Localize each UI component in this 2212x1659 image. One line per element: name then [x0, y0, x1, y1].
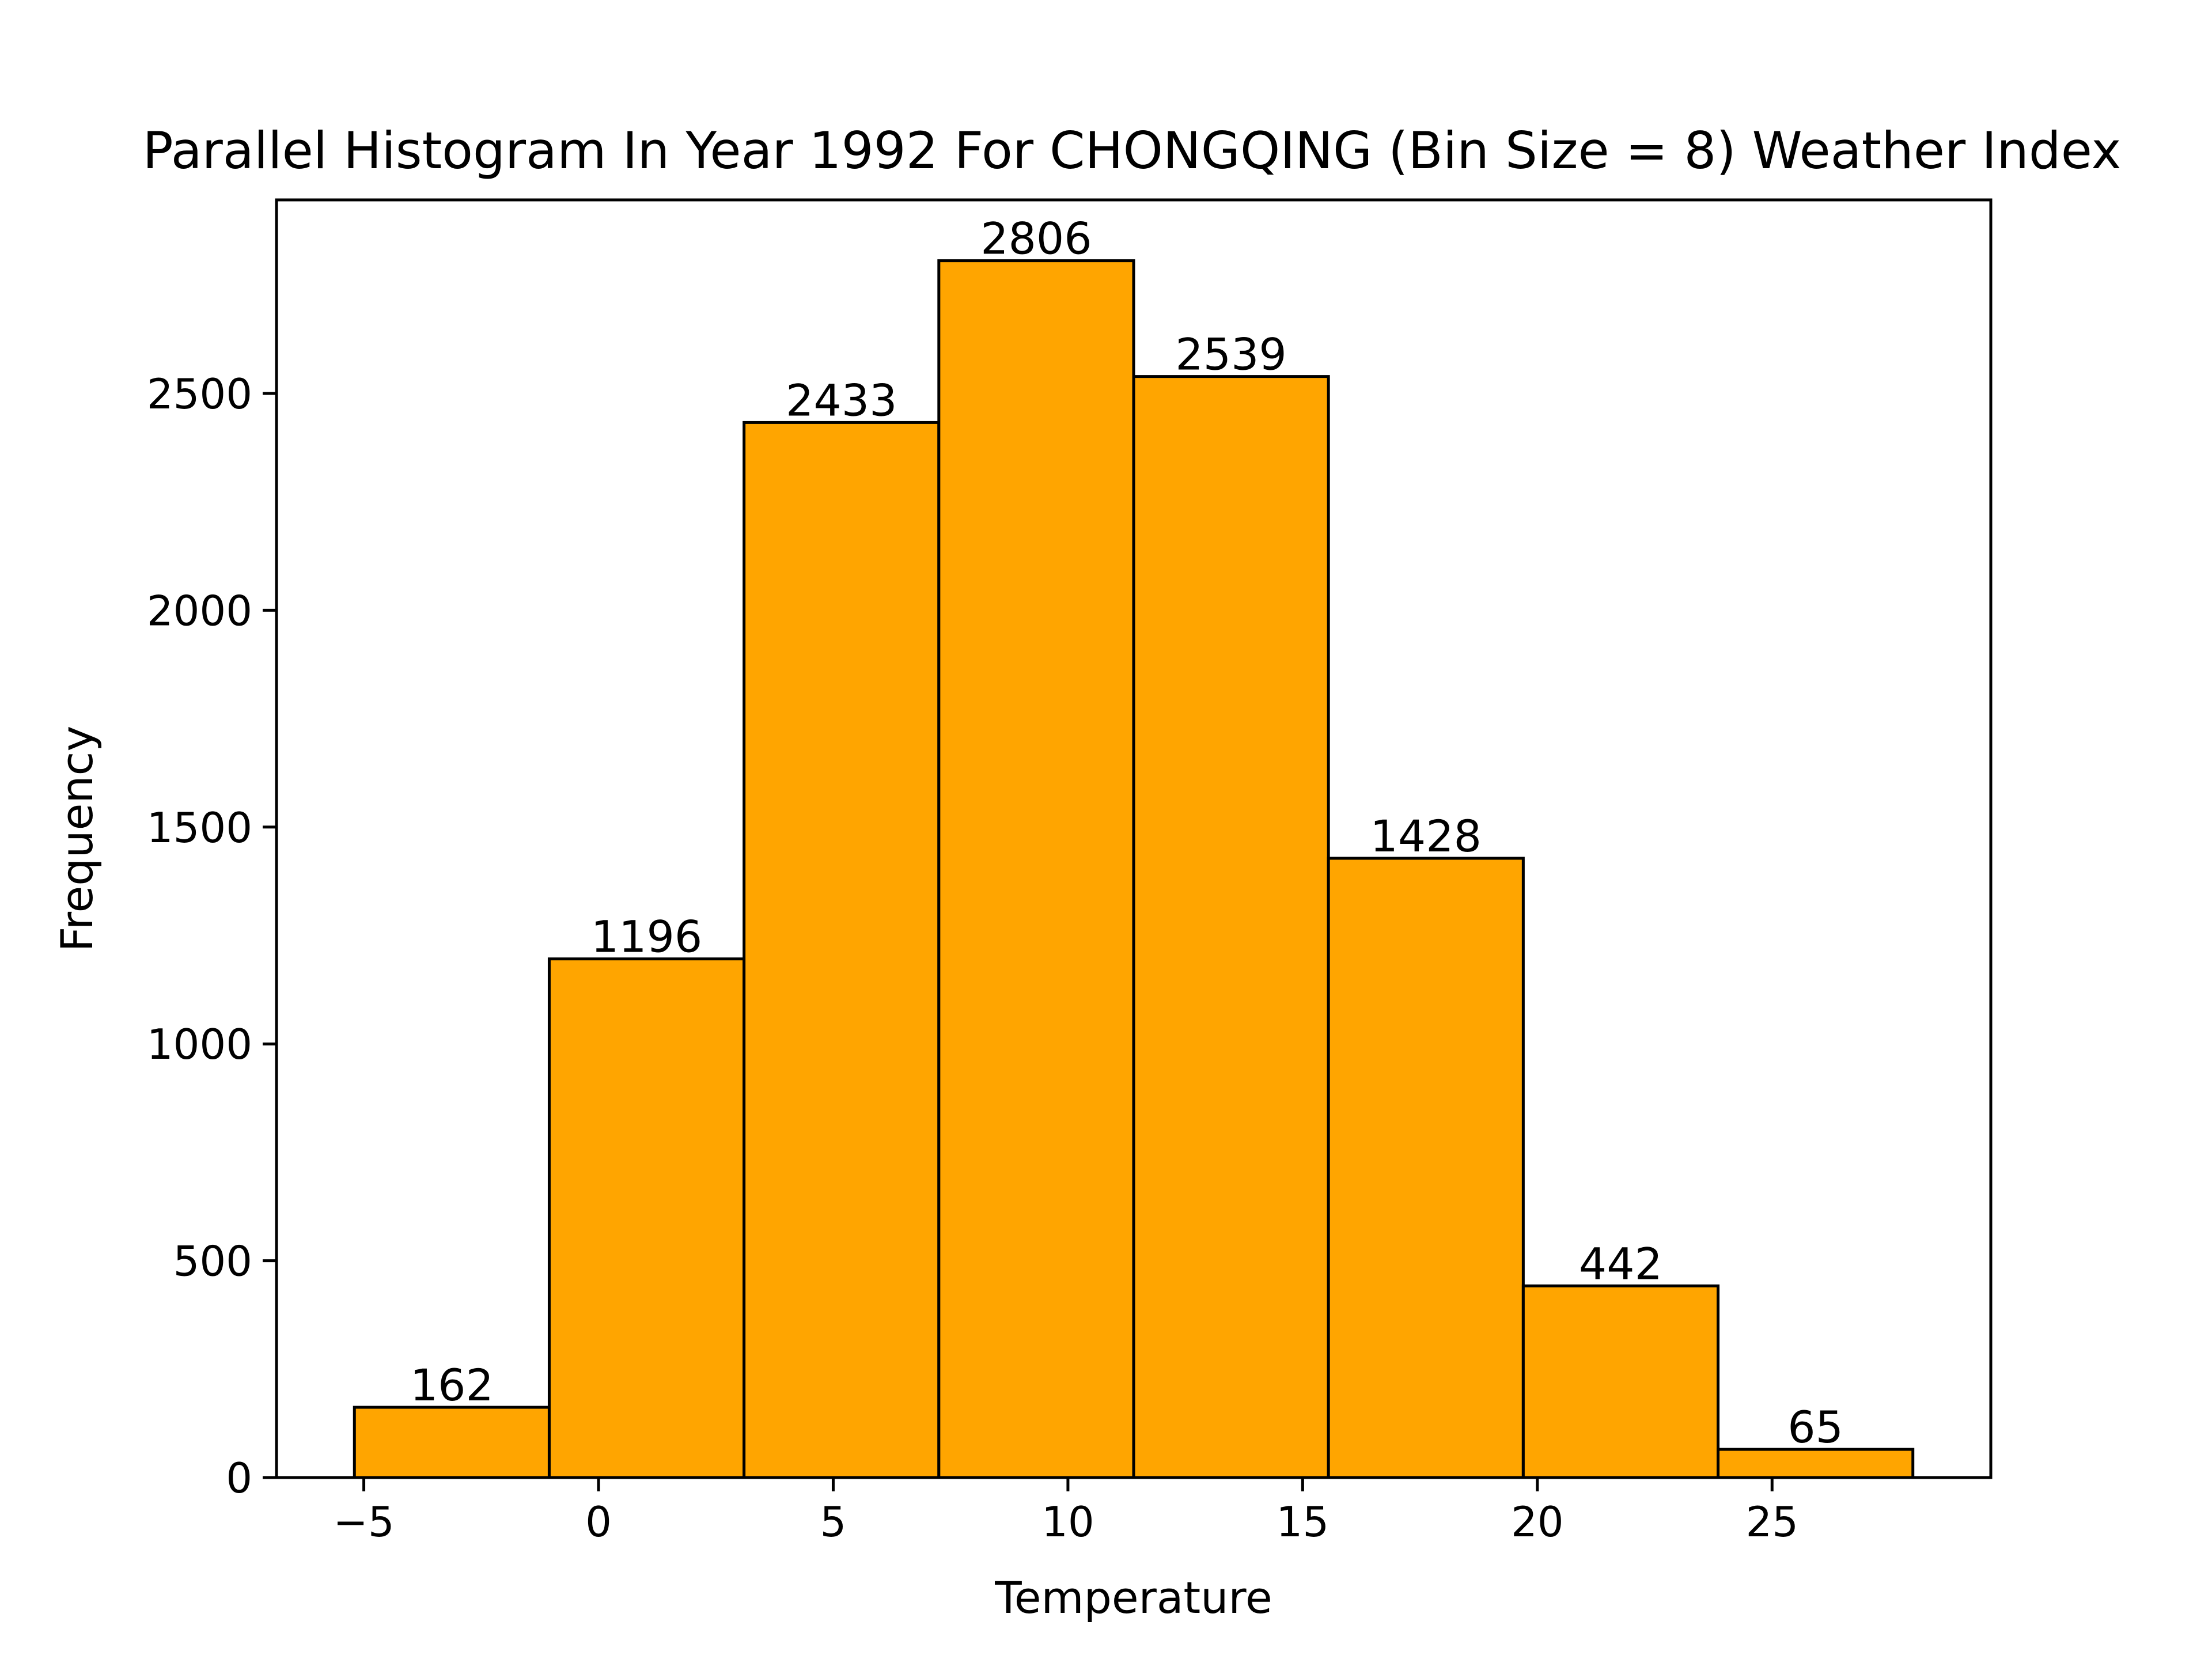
x-axis-label: Temperature: [994, 1572, 1272, 1623]
y-axis-label: Frequency: [51, 726, 103, 952]
chart-title: Parallel Histogram In Year 1992 For CHON…: [143, 121, 2122, 180]
histogram-bar: [1327, 857, 1525, 1479]
y-tick-label: 0: [226, 1454, 252, 1502]
y-tick-label: 2000: [147, 586, 252, 635]
bar-value-label: 442: [1579, 1238, 1662, 1289]
y-axis-ticks: 0 500 1000 1500 2000 2500: [147, 370, 276, 1502]
bar-value-label: 2433: [786, 374, 897, 426]
histogram-bar: [1521, 1284, 1720, 1479]
histogram-bar: [547, 957, 746, 1479]
y-tick-label: 1500: [147, 804, 252, 852]
bar-value-label: 65: [1787, 1402, 1843, 1453]
bar-value-label: 2806: [980, 213, 1092, 264]
x-axis-ticks: −5 0 5 10 15 20 25: [334, 1478, 1798, 1546]
x-tick-label: 15: [1277, 1498, 1330, 1546]
histogram-bar: [937, 259, 1135, 1479]
x-tick-label: 0: [585, 1498, 612, 1546]
x-tick-label: 10: [1041, 1498, 1094, 1546]
histogram-bar: [353, 1406, 551, 1479]
bar-value-label: 1196: [591, 911, 702, 963]
x-tick-label: 25: [1745, 1498, 1798, 1546]
bar-value-label: 2539: [1175, 329, 1286, 380]
y-tick-label: 1000: [147, 1020, 252, 1069]
x-tick-label: 20: [1511, 1498, 1564, 1546]
bars-group: [353, 259, 1915, 1479]
plot-frame: [275, 198, 1993, 1479]
histogram-bar: [1717, 1448, 1915, 1479]
bar-value-label: 162: [410, 1359, 494, 1411]
x-tick-label: 5: [820, 1498, 847, 1546]
histogram-bar: [1132, 375, 1330, 1479]
x-tick-label: −5: [334, 1498, 395, 1546]
histogram-bar: [743, 421, 941, 1479]
y-tick-label: 2500: [147, 370, 252, 418]
bar-labels-group: 162 1196 2433 2806 2539 1428 442 65: [410, 213, 1843, 1453]
y-tick-label: 500: [173, 1237, 252, 1286]
bar-value-label: 1428: [1370, 810, 1482, 862]
